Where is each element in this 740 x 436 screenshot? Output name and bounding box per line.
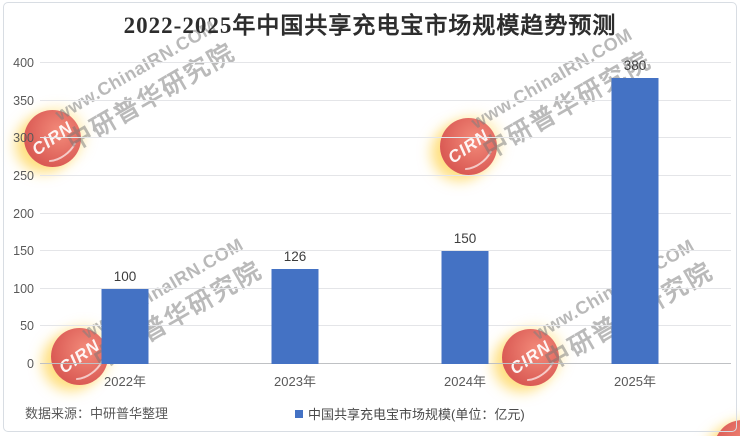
y-tick-label: 300 [13,131,34,146]
y-tick-label: 250 [13,168,34,183]
legend-label: 中国共享充电宝市场规模(单位：亿元) [308,407,525,422]
y-tick-label: 50 [20,319,34,334]
y-tick-label: 200 [13,206,34,221]
bar-value-label: 126 [283,249,307,265]
x-tick-label: 2022年 [104,374,146,389]
gridline [40,212,731,214]
bar-column: 126 [210,63,380,364]
source-note: 数据来源：中研普华整理 [25,406,169,421]
bar-value-label: 150 [453,231,477,247]
x-tick-label: 2023年 [274,374,316,389]
y-tick-label: 350 [13,93,34,108]
x-tick-label: 2025年 [614,374,656,389]
bar-value-label: 380 [623,58,647,74]
gridline [40,287,731,289]
bar-column: 100 [40,63,210,364]
y-tick-label: 150 [13,244,34,259]
bar-2025年 [611,78,659,364]
legend-marker-icon [295,409,303,418]
x-axis: 2022年 2023年 2024年 2025年 [40,371,720,390]
bar-column: 150 [380,63,550,364]
gridline [40,325,731,327]
y-tick-label: 100 [13,281,34,296]
cirn-logo-icon: CIRN [714,420,740,436]
legend: 中国共享充电宝市场规模(单位：亿元) [295,404,525,423]
y-tick-label: 400 [13,56,34,70]
gridline [40,137,731,139]
bar-column: 380 [550,58,720,364]
gridline [40,99,731,101]
gridline [40,250,731,252]
bar-2024年 [441,251,489,364]
x-tick-label: 2024年 [444,374,486,389]
bar-2022年 [101,288,149,364]
chart-title: 2022-2025年中国共享充电宝市场规模趋势预测 [123,13,617,38]
y-axis: 0 50 100 150 200 250 300 350 400 [0,56,34,371]
y-tick-label: 0 [27,357,34,371]
bars-container: 100 126 150 380 [40,58,720,364]
bar-2023年 [271,269,319,364]
gridline [40,174,731,176]
bar-value-label: 100 [113,268,137,284]
gridline [40,62,731,63]
x-axis-line [40,363,731,364]
plot-area [40,62,731,364]
